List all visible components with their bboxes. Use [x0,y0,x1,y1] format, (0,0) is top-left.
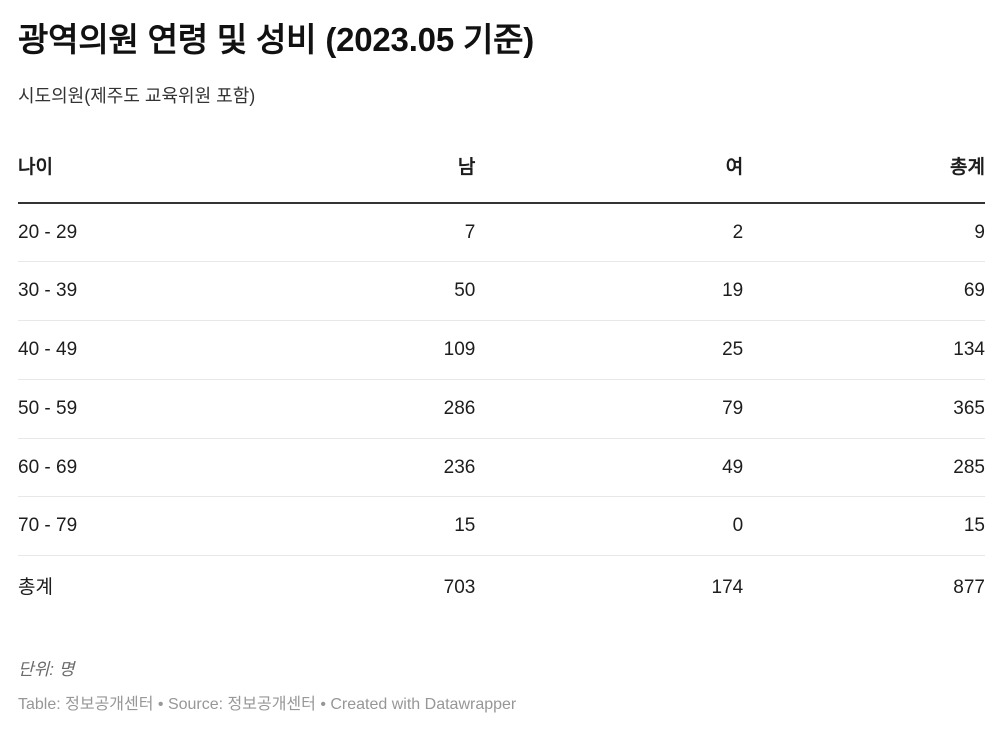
page-title: 광역의원 연령 및 성비 (2023.05 기준) [18,21,535,58]
cell-age: 60 - 69 [18,438,251,498]
attribution-table-source-link[interactable]: 정보공개센터 [65,696,154,714]
cell-age: 30 - 39 [18,261,251,322]
column-header-age: 나이 [18,141,251,204]
cell-age: 총계 [18,577,53,599]
table-row: 50 - 59 286 79 365 [18,379,985,439]
cell-female: 19 [475,261,744,322]
table-header-row: 나이 남 여 총계 [18,141,985,204]
cell-male: 15 [250,496,476,557]
table-row: 70 - 79 15 0 15 [18,496,985,557]
attribution-separator-credit: • [315,696,331,714]
cell-total: 285 [743,438,985,498]
table-row: 60 - 69 236 49 285 [18,438,985,498]
cell-total: 15 [743,496,985,557]
cell-age: 70 - 79 [18,496,251,557]
cell-male: 286 [250,379,476,439]
cell-total: 69 [743,261,985,322]
datawrapper-credit-link[interactable]: Created with Datawrapper [330,696,517,714]
cell-age: 40 - 49 [18,320,251,380]
table-row: 30 - 39 50 19 69 [18,261,985,322]
cell-total: 134 [743,320,985,380]
cell-female: 0 [475,496,744,557]
table-row-totals: 총계 703 174 877 [18,556,985,617]
attribution-line: Table: 정보공개센터 • Source: 정보공개센터 • Created… [18,695,985,716]
cell-male: 109 [250,320,476,380]
column-header-total: 총계 [743,141,985,204]
cell-male: 236 [250,438,476,498]
column-header-female: 여 [475,141,744,204]
cell-male: 7 [250,202,476,263]
attribution-table-label: Table: [18,696,66,714]
cell-total: 365 [743,379,985,439]
cell-female: 79 [475,379,744,439]
cell-male: 703 [443,577,476,599]
table-row: 40 - 49 109 25 134 [18,320,985,380]
cell-female: 174 [711,577,744,599]
attribution-separator-source: • Source: [153,696,228,714]
column-header-male: 남 [250,141,476,204]
table-row: 20 - 29 7 2 9 [18,202,985,263]
cell-female: 2 [475,202,744,263]
cell-age: 20 - 29 [18,202,251,263]
cell-age: 50 - 59 [18,379,251,439]
cell-male: 50 [250,261,476,322]
cell-total: 9 [743,202,985,263]
cell-female: 49 [475,438,744,498]
cell-female: 25 [475,320,744,380]
cell-total: 877 [953,577,985,599]
attribution-source-link[interactable]: 정보공개센터 [227,696,316,714]
unit-note: 단위: 명 [18,659,75,679]
age-gender-table: 나이 남 여 총계 20 - 29 7 2 9 30 - 39 50 19 69… [18,141,985,617]
page-subtitle: 시도의원(제주도 교육위원 포함) [18,85,256,106]
